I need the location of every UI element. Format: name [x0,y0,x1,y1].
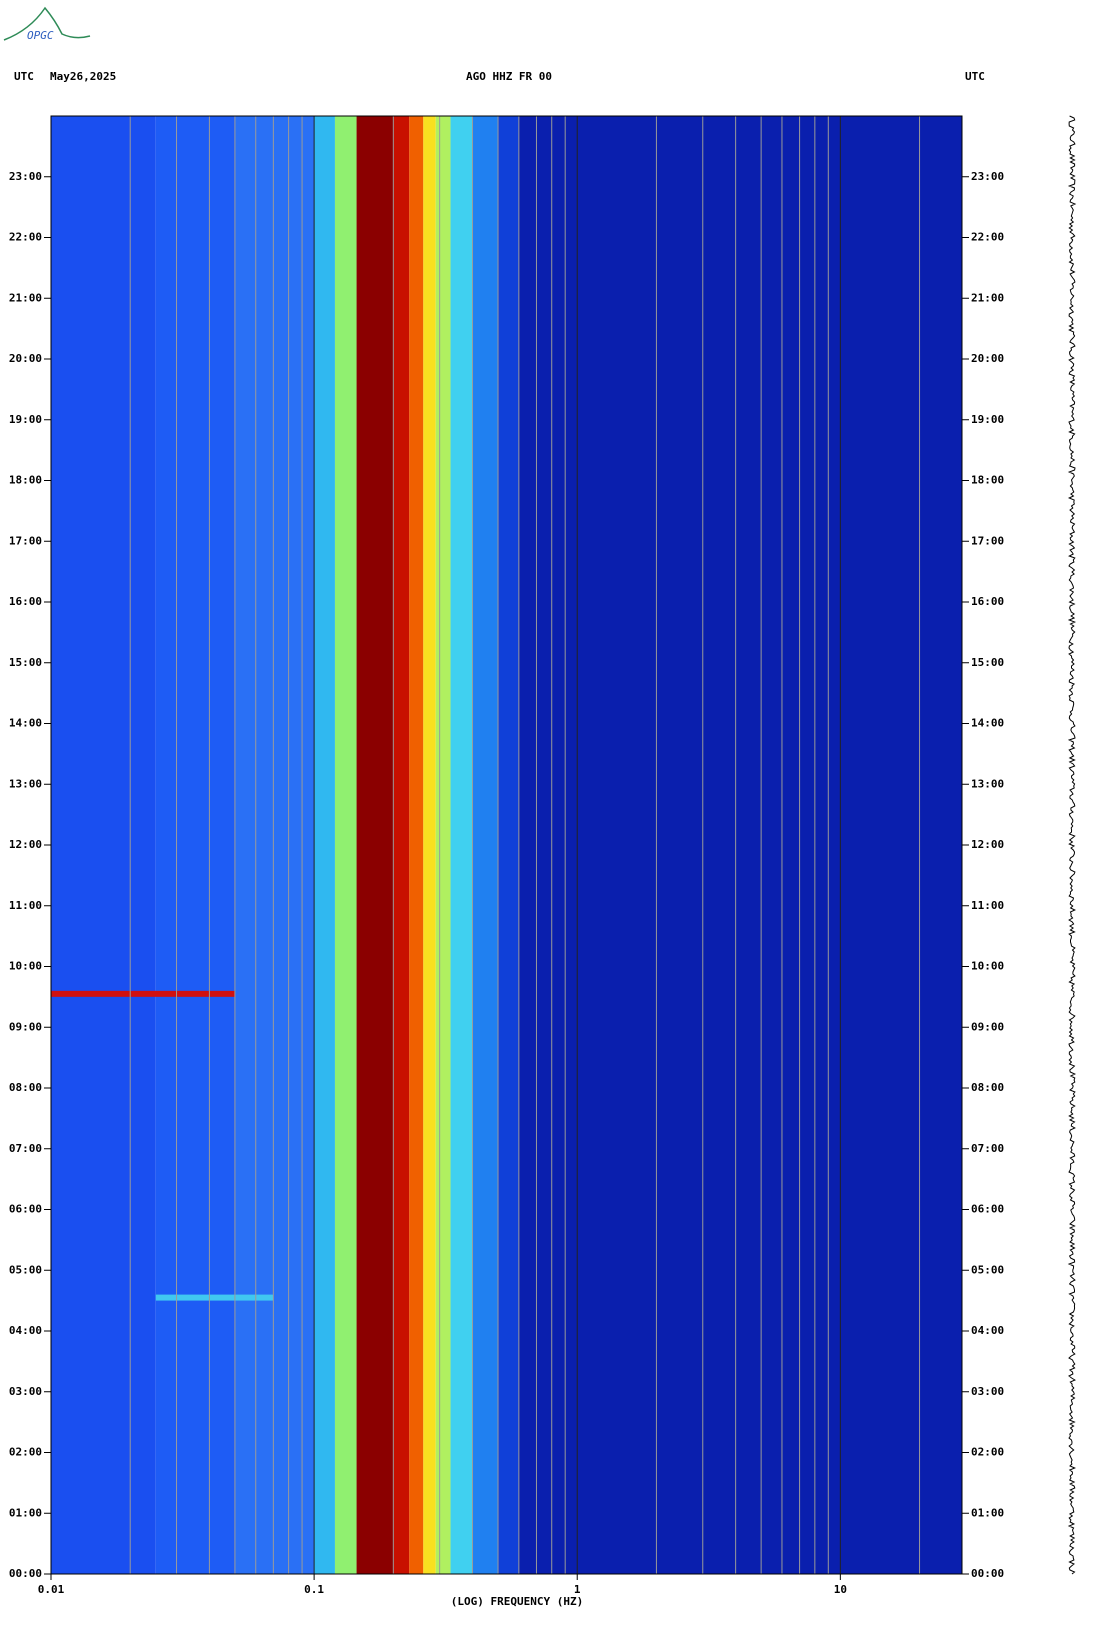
y-tick-label-left: 02:00 [9,1446,42,1459]
y-tick-label-right: 08:00 [971,1081,1004,1094]
y-tick-label-left: 10:00 [9,960,42,973]
y-tick-label-right: 17:00 [971,534,1004,547]
y-tick-label-left: 23:00 [9,170,42,183]
y-tick-label-left: 12:00 [9,838,42,851]
y-tick-label-right: 16:00 [971,595,1004,608]
y-tick-label-left: 13:00 [9,777,42,790]
y-tick-label-right: 14:00 [971,717,1004,730]
plot-frame [50,115,963,1575]
y-tick-label-right: 12:00 [971,838,1004,851]
spectral-band [450,116,473,1574]
y-tick-label-right: 19:00 [971,413,1004,426]
y-tick-label-left: 19:00 [9,413,42,426]
logo-text: OPGC [27,29,54,42]
event-streak [51,990,235,997]
x-tick-label: 0.01 [38,1583,65,1596]
spectral-band [518,116,962,1574]
y-tick-label-right: 22:00 [971,231,1004,244]
y-tick-label-left: 04:00 [9,1324,42,1337]
x-tick-label: 0.1 [304,1583,324,1596]
spectral-band [155,116,235,1574]
spectral-band [356,116,394,1574]
y-tick-label-left: 17:00 [9,534,42,547]
y-tick-label-left: 21:00 [9,291,42,304]
spectral-band [435,116,451,1574]
y-tick-label-left: 07:00 [9,1142,42,1155]
y-tick-label-left: 14:00 [9,717,42,730]
y-tick-label-right: 07:00 [971,1142,1004,1155]
y-tick-label-left: 16:00 [9,595,42,608]
y-tick-label-left: 09:00 [9,1020,42,1033]
x-axis-label: (LOG) FREQUENCY (HZ) [451,1595,583,1608]
y-tick-label-left: 05:00 [9,1263,42,1276]
y-tick-label-left: 00:00 [9,1567,42,1580]
y-tick-label-right: 13:00 [971,777,1004,790]
y-tick-label-right: 20:00 [971,352,1004,365]
seismogram-trace [1067,115,1077,1575]
y-tick-label-right: 06:00 [971,1203,1004,1216]
x-tick-label: 10 [834,1583,847,1596]
right-header: UTC [965,70,985,83]
spectral-band [314,116,335,1574]
plot: 0.01 0.1 1 10 00:00 00:00 01:00 01:00 02:00 02:00… [9,115,1077,1596]
y-tick-label-right: 10:00 [971,960,1004,973]
y-tick-label-left: 03:00 [9,1385,42,1398]
y-tick-label-right: 11:00 [971,899,1004,912]
y-tick-label-right: 09:00 [971,1020,1004,1033]
y-tick-label-right: 02:00 [971,1446,1004,1459]
y-tick-label-right: 05:00 [971,1263,1004,1276]
event-streak [155,1294,274,1301]
y-tick-label-left: 20:00 [9,352,42,365]
y-tick-label-right: 03:00 [971,1385,1004,1398]
y-tick-label-right: 15:00 [971,656,1004,669]
spectral-band [498,116,519,1574]
y-tick-label-left: 06:00 [9,1203,42,1216]
logo-curve [3,6,91,41]
left-header-utc: UTC [14,70,34,83]
y-tick-label-left: 11:00 [9,899,42,912]
spectral-band [51,116,156,1574]
chart-title: AGO HHZ FR 00 [466,70,552,83]
y-tick-label-left: 22:00 [9,231,42,244]
logo: OPGC [3,6,91,42]
spectral-band [334,116,357,1574]
x-tick-label: 1 [574,1583,581,1596]
y-tick-label-right: 01:00 [971,1506,1004,1519]
spectral-band [234,116,315,1574]
y-tick-label-right: 21:00 [971,291,1004,304]
y-tick-label-left: 15:00 [9,656,42,669]
y-tick-label-right: 18:00 [971,474,1004,487]
spectral-band [423,116,436,1574]
y-tick-label-left: 01:00 [9,1506,42,1519]
spectral-band [472,116,499,1574]
y-tick-label-right: 00:00 [971,1567,1004,1580]
y-tick-label-left: 08:00 [9,1081,42,1094]
y-tick-label-left: 18:00 [9,474,42,487]
left-header-date: May26,2025 [50,70,116,83]
spectral-band [409,116,424,1574]
y-tick-label-right: 23:00 [971,170,1004,183]
spectral-band [393,116,410,1574]
y-tick-label-right: 04:00 [971,1324,1004,1337]
